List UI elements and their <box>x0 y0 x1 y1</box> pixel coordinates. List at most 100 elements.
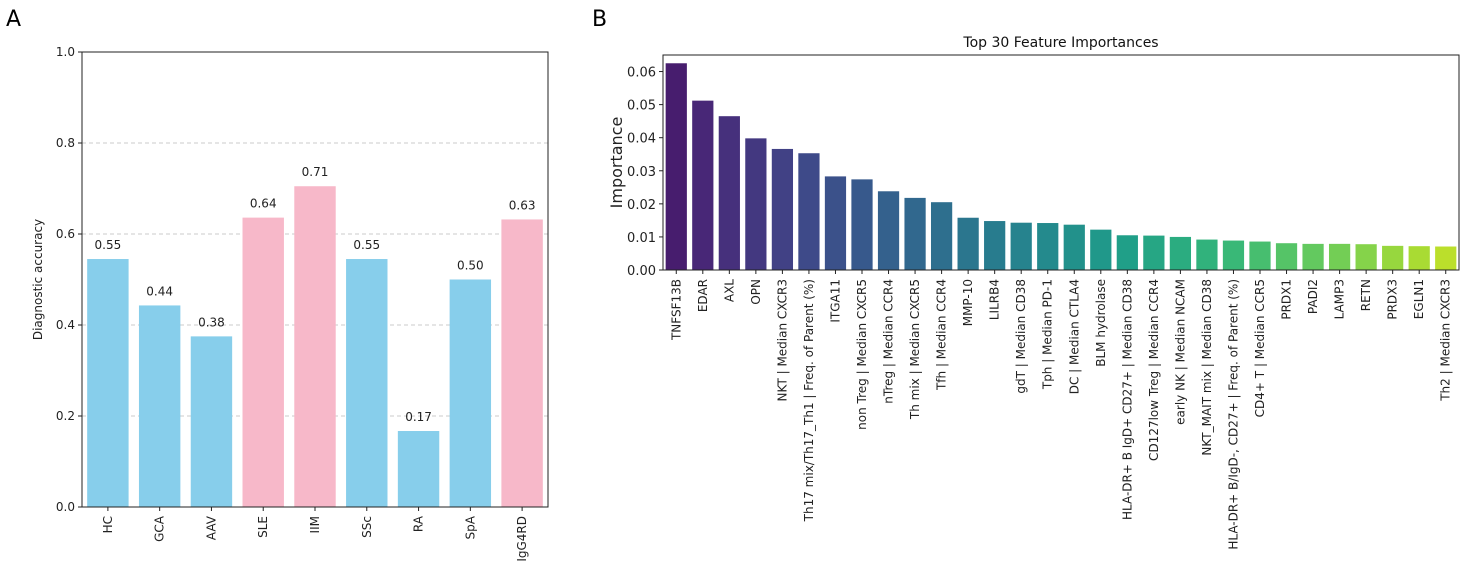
x-tick-label-b: gdT | Median CD38 <box>1014 279 1028 394</box>
bar-feature-5 <box>771 148 794 270</box>
x-tick-label-b: HLA-DR+ B/IgD-, CD27+ | Freq. of Parent … <box>1226 279 1240 550</box>
bar-feature-27 <box>1355 244 1377 270</box>
bar-feature-30 <box>1435 246 1457 270</box>
bar-feature-1 <box>665 63 687 271</box>
x-tick-label-b: CD4+ T | Median CCR5 <box>1253 279 1267 417</box>
bar-ssc <box>346 259 388 507</box>
x-tick-label-b: BLM hydrolase <box>1094 279 1108 367</box>
bar-gca <box>138 305 181 507</box>
x-tick-label-a: IIM <box>308 516 322 533</box>
y-tick-label-b: 0.05 <box>627 99 656 114</box>
x-tick-label-b: Th mix | Median CXCR5 <box>908 279 922 420</box>
bar-feature-18 <box>1116 235 1138 270</box>
x-tick-label-a: SSc <box>360 516 374 538</box>
y-tick-label-a: 0.6 <box>56 227 75 241</box>
bar-feature-12 <box>957 217 979 270</box>
bar-feature-16 <box>1063 224 1085 270</box>
data-label-gca: 0.44 <box>146 284 173 298</box>
y-tick-label-b: 0.00 <box>627 264 656 279</box>
y-tick-label-a: 1.0 <box>56 45 75 59</box>
x-tick-label-b: non Treg | Median CXCR5 <box>855 279 869 430</box>
bar-feature-11 <box>930 202 953 270</box>
bar-sle <box>242 217 284 507</box>
y-tick-label-a: 0.0 <box>56 500 75 514</box>
bar-aav <box>190 336 233 507</box>
bar-hc <box>87 259 129 507</box>
x-tick-label-a: SLE <box>256 516 270 538</box>
x-tick-label-b: PADI2 <box>1306 279 1320 314</box>
bar-feature-7 <box>824 176 847 270</box>
y-tick-label-b: 0.04 <box>627 132 656 147</box>
x-tick-label-a: SpA <box>463 515 477 539</box>
x-tick-label-a: AAV <box>204 515 218 540</box>
bar-feature-20 <box>1169 236 1192 270</box>
bar-feature-6 <box>798 153 820 270</box>
bar-feature-22 <box>1222 240 1245 270</box>
bar-feature-26 <box>1328 243 1351 270</box>
x-tick-label-a: IgG4RD <box>515 516 529 562</box>
data-label-ra: 0.17 <box>405 410 432 424</box>
x-tick-label-b: nTreg | Median CCR4 <box>882 279 896 404</box>
x-tick-label-b: AXL <box>722 279 736 302</box>
bar-feature-25 <box>1302 243 1324 270</box>
plot-frame-b <box>662 54 1460 271</box>
chart-title-b: Top 30 Feature Importances <box>962 35 1158 51</box>
bar-ra <box>397 431 440 507</box>
data-label-sle: 0.64 <box>250 197 277 211</box>
bar-feature-9 <box>877 191 900 270</box>
x-tick-label-b: Tph | Median PD-1 <box>1041 279 1055 390</box>
data-label-igg4rd: 0.63 <box>509 198 536 212</box>
bar-feature-21 <box>1196 239 1218 270</box>
bar-igg4rd <box>501 219 543 507</box>
x-tick-label-b: Tfh | Median CCR4 <box>935 279 949 391</box>
y-tick-label-b: 0.06 <box>627 66 656 81</box>
bar-feature-19 <box>1143 235 1165 270</box>
x-tick-label-b: LAMP3 <box>1333 279 1347 319</box>
x-tick-label-b: RETN <box>1359 279 1373 311</box>
x-tick-label-b: HLA-DR+ B IgD+ CD27+ | Median CD38 <box>1120 279 1134 520</box>
x-tick-label-b: early NK | Median NCAM <box>1173 279 1187 425</box>
x-tick-label-b: NKT_MAIT mix | Median CD38 <box>1200 279 1214 456</box>
x-tick-label-b: OPN <box>749 279 763 305</box>
data-label-hc: 0.55 <box>95 238 122 252</box>
bar-feature-17 <box>1090 229 1112 270</box>
chart-b: Top 30 Feature Importances 0.00 0.01 0.02 0… <box>607 35 1460 550</box>
x-tick-label-b: Th17 mix/Th17_Th1 | Freq. of Parent (%) <box>802 279 816 522</box>
y-tick-label-b: 0.01 <box>627 231 656 246</box>
x-tick-label-b: LILRB4 <box>988 279 1002 320</box>
x-tick-label-a: RA <box>412 515 426 532</box>
x-tick-label-b: Th2 | Median CXCR3 <box>1439 279 1453 402</box>
bar-feature-10 <box>904 197 926 270</box>
bar-spa <box>449 279 492 507</box>
x-tick-label-b: NKT | Median CXCR3 <box>775 279 789 401</box>
data-label-iim: 0.71 <box>302 165 329 179</box>
data-label-spa: 0.50 <box>457 259 484 273</box>
y-tick-label-b: 0.03 <box>627 165 656 180</box>
panel-letter-a: A <box>6 7 21 32</box>
x-tick-label-b: ITGA11 <box>828 279 842 323</box>
x-tick-label-b: DC | Median CTLA4 <box>1067 279 1081 394</box>
y-tick-label-b: 0.02 <box>627 198 656 213</box>
y-tick-label-a: 0.8 <box>56 136 75 150</box>
data-label-aav: 0.38 <box>198 315 225 329</box>
x-tick-label-b: PRDX3 <box>1386 279 1400 320</box>
bar-feature-29 <box>1408 246 1430 270</box>
data-label-ssc: 0.55 <box>353 238 380 252</box>
chart-a: 0.55 0.44 0.38 0.64 0.71 0.55 0.17 0.50 0.63 0.0… <box>31 45 549 562</box>
y-tick-label-a: 0.2 <box>56 409 75 423</box>
bar-feature-2 <box>692 100 714 271</box>
bar-feature-23 <box>1249 241 1271 270</box>
x-tick-label-b: TNFSF13B <box>669 279 683 341</box>
x-tick-label-b: CD127low Treg | Median CCR4 <box>1147 279 1161 461</box>
x-tick-label-b: EDAR <box>696 279 710 312</box>
x-tick-label-a: HC <box>101 516 115 533</box>
y-axis-label-b: Importance <box>607 117 626 209</box>
bar-feature-3 <box>718 116 740 270</box>
x-tick-label-a: GCA <box>153 515 167 542</box>
x-tick-label-b: PRDX1 <box>1280 279 1294 320</box>
bar-feature-24 <box>1275 243 1298 270</box>
bar-feature-13 <box>984 221 1006 270</box>
panel-letter-b: B <box>592 7 607 32</box>
bar-feature-14 <box>1010 222 1032 270</box>
x-tick-label-b: MMP-10 <box>961 279 975 326</box>
